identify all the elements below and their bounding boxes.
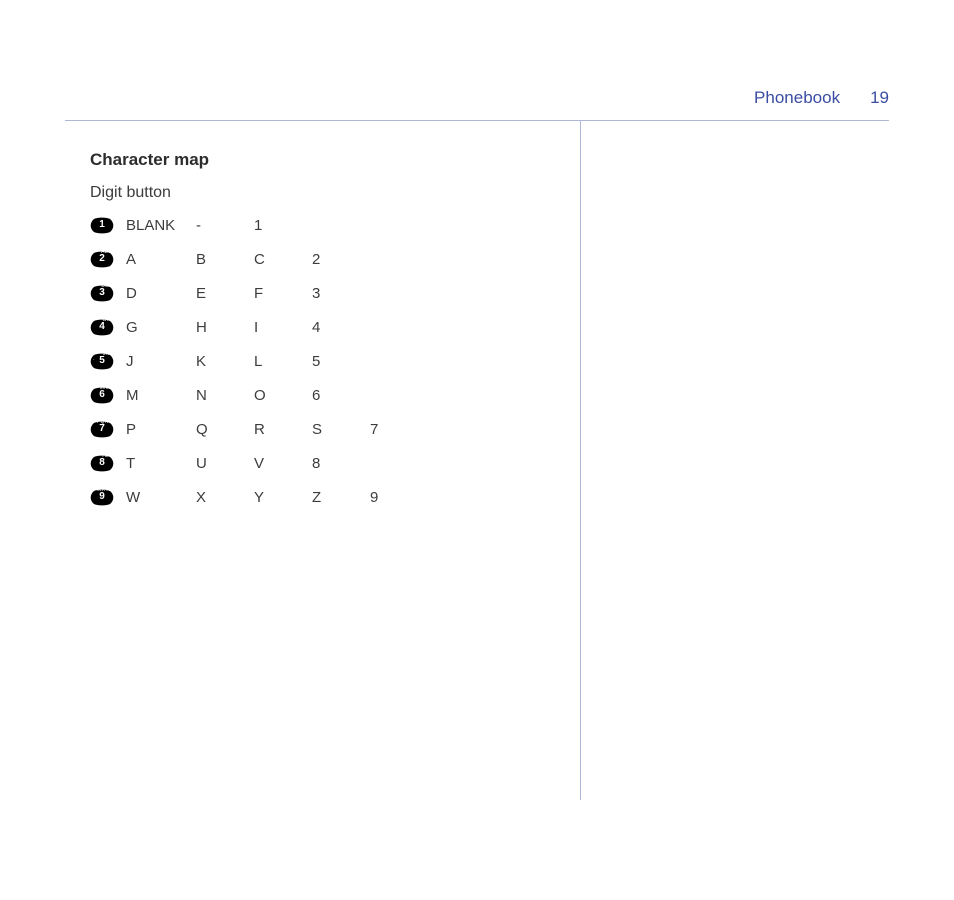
digit-key-letters: TUV <box>101 454 112 459</box>
char-cell: 7 <box>370 412 420 446</box>
subheading-digit-button: Digit button <box>90 184 560 202</box>
key-cell: 7PQRS <box>90 412 126 446</box>
char-cell: 1 <box>254 208 312 242</box>
page-number: 19 <box>870 88 889 108</box>
digit-key-9-icon: 9WXYZ <box>90 489 114 506</box>
table-row: 8TUVTUV8 <box>90 446 420 480</box>
table-row: 1BLANK-1 <box>90 208 420 242</box>
manual-page: Phonebook 19 Character map Digit button … <box>0 0 954 900</box>
char-cell: D <box>126 276 196 310</box>
char-cell: J <box>126 344 196 378</box>
char-cell: R <box>254 412 312 446</box>
char-cell: F <box>254 276 312 310</box>
key-cell: 2ABC <box>90 242 126 276</box>
char-cell: H <box>196 310 254 344</box>
table-row: 4GHIGHI4 <box>90 310 420 344</box>
digit-key-6-icon: 6MNO <box>90 387 114 404</box>
char-cell: P <box>126 412 196 446</box>
digit-key-7-icon: 7PQRS <box>90 421 114 438</box>
char-cell: V <box>254 446 312 480</box>
digit-key-letters: GHI <box>103 318 113 323</box>
digit-key-letters: JKL <box>103 352 112 357</box>
table-row: 6MNOMNO6 <box>90 378 420 412</box>
char-cell: 9 <box>370 480 420 514</box>
character-map-table: 1BLANK-12ABCABC23DEFDEF34GHIGHI45JKL·JKL… <box>90 208 420 514</box>
char-cell: S <box>312 412 370 446</box>
heading-character-map: Character map <box>90 150 560 170</box>
char-cell <box>370 276 420 310</box>
digit-key-8-icon: 8TUV <box>90 455 114 472</box>
table-row: 5JKL·JKL5 <box>90 344 420 378</box>
digit-key-prefix: · <box>93 358 95 363</box>
char-cell: B <box>196 242 254 276</box>
key-cell: 1 <box>90 208 126 242</box>
char-cell: Z <box>312 480 370 514</box>
digit-key-letters: PQRS <box>97 420 112 425</box>
digit-key-5-icon: 5JKL· <box>90 353 114 370</box>
char-cell <box>370 208 420 242</box>
char-cell <box>370 242 420 276</box>
digit-key-number: 1 <box>90 217 114 234</box>
char-cell: C <box>254 242 312 276</box>
section-title: Phonebook <box>754 88 840 108</box>
key-cell: 4GHI <box>90 310 126 344</box>
char-cell: 4 <box>312 310 370 344</box>
char-cell <box>370 446 420 480</box>
char-cell: U <box>196 446 254 480</box>
char-cell <box>312 208 370 242</box>
digit-key-letters: DEF <box>101 284 112 289</box>
table-row: 3DEFDEF3 <box>90 276 420 310</box>
char-cell: Q <box>196 412 254 446</box>
char-cell: O <box>254 378 312 412</box>
column-separator <box>580 120 581 800</box>
char-cell <box>370 378 420 412</box>
content-column: Character map Digit button 1BLANK-12ABCA… <box>90 150 560 514</box>
char-cell: T <box>126 446 196 480</box>
page-header: Phonebook 19 <box>65 88 889 108</box>
char-cell: N <box>196 378 254 412</box>
char-cell: 6 <box>312 378 370 412</box>
char-cell: 2 <box>312 242 370 276</box>
char-cell: W <box>126 480 196 514</box>
char-cell: L <box>254 344 312 378</box>
header-rule <box>65 120 889 121</box>
table-row: 9WXYZWXYZ9 <box>90 480 420 514</box>
char-cell: K <box>196 344 254 378</box>
key-cell: 6MNO <box>90 378 126 412</box>
char-cell: 8 <box>312 446 370 480</box>
table-row: 7PQRSPQRS7 <box>90 412 420 446</box>
digit-key-letters: MNO <box>100 386 112 391</box>
digit-key-1-icon: 1 <box>90 217 114 234</box>
digit-key-2-icon: 2ABC <box>90 251 114 268</box>
digit-key-letters: ABC <box>101 250 112 255</box>
digit-key-3-icon: 3DEF <box>90 285 114 302</box>
key-cell: 3DEF <box>90 276 126 310</box>
char-cell: E <box>196 276 254 310</box>
table-row: 2ABCABC2 <box>90 242 420 276</box>
char-cell: - <box>196 208 254 242</box>
digit-key-letters: WXYZ <box>97 488 112 493</box>
char-cell: A <box>126 242 196 276</box>
char-cell: Y <box>254 480 312 514</box>
char-cell: I <box>254 310 312 344</box>
char-cell <box>370 310 420 344</box>
char-cell: X <box>196 480 254 514</box>
char-cell: 5 <box>312 344 370 378</box>
char-cell: G <box>126 310 196 344</box>
digit-key-4-icon: 4GHI <box>90 319 114 336</box>
key-cell: 5JKL· <box>90 344 126 378</box>
char-cell: 3 <box>312 276 370 310</box>
char-cell: M <box>126 378 196 412</box>
key-cell: 9WXYZ <box>90 480 126 514</box>
char-cell <box>370 344 420 378</box>
key-cell: 8TUV <box>90 446 126 480</box>
char-cell: BLANK <box>126 208 196 242</box>
